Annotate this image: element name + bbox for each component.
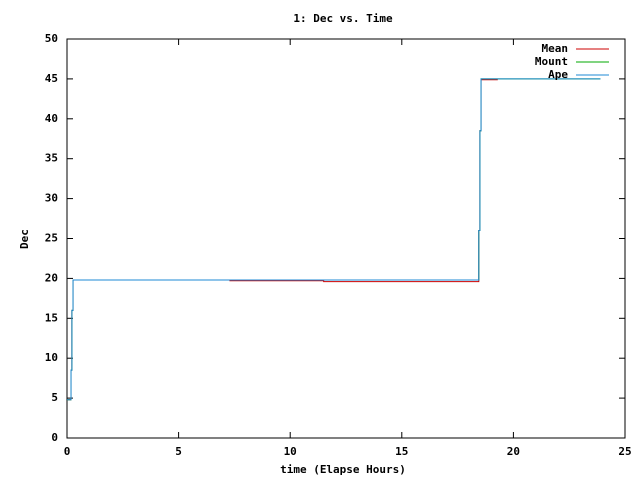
x-tick-label: 0 bbox=[64, 445, 71, 458]
y-tick-label: 45 bbox=[45, 72, 58, 85]
y-tick-label: 50 bbox=[45, 32, 58, 45]
x-tick-label: 25 bbox=[618, 445, 631, 458]
x-axis-label: time (Elapse Hours) bbox=[280, 463, 406, 476]
x-tick-label: 20 bbox=[507, 445, 520, 458]
y-tick-label: 15 bbox=[45, 311, 58, 324]
y-tick-label: 40 bbox=[45, 112, 58, 125]
x-tick-label: 15 bbox=[395, 445, 408, 458]
y-tick-label: 25 bbox=[45, 232, 58, 245]
legend-label: Mount bbox=[535, 55, 568, 68]
y-tick-label: 10 bbox=[45, 351, 58, 364]
y-tick-label: 30 bbox=[45, 192, 58, 205]
y-tick-label: 5 bbox=[51, 391, 58, 404]
chart-title: 1: Dec vs. Time bbox=[293, 12, 393, 25]
y-tick-label: 35 bbox=[45, 152, 58, 165]
legend-label: Mean bbox=[542, 42, 569, 55]
x-tick-label: 5 bbox=[175, 445, 182, 458]
legend-label: Ape bbox=[548, 68, 568, 81]
y-tick-label: 0 bbox=[51, 431, 58, 444]
x-tick-label: 10 bbox=[284, 445, 297, 458]
y-axis-label: Dec bbox=[18, 229, 31, 249]
y-tick-label: 20 bbox=[45, 271, 58, 284]
series-line bbox=[67, 78, 601, 401]
